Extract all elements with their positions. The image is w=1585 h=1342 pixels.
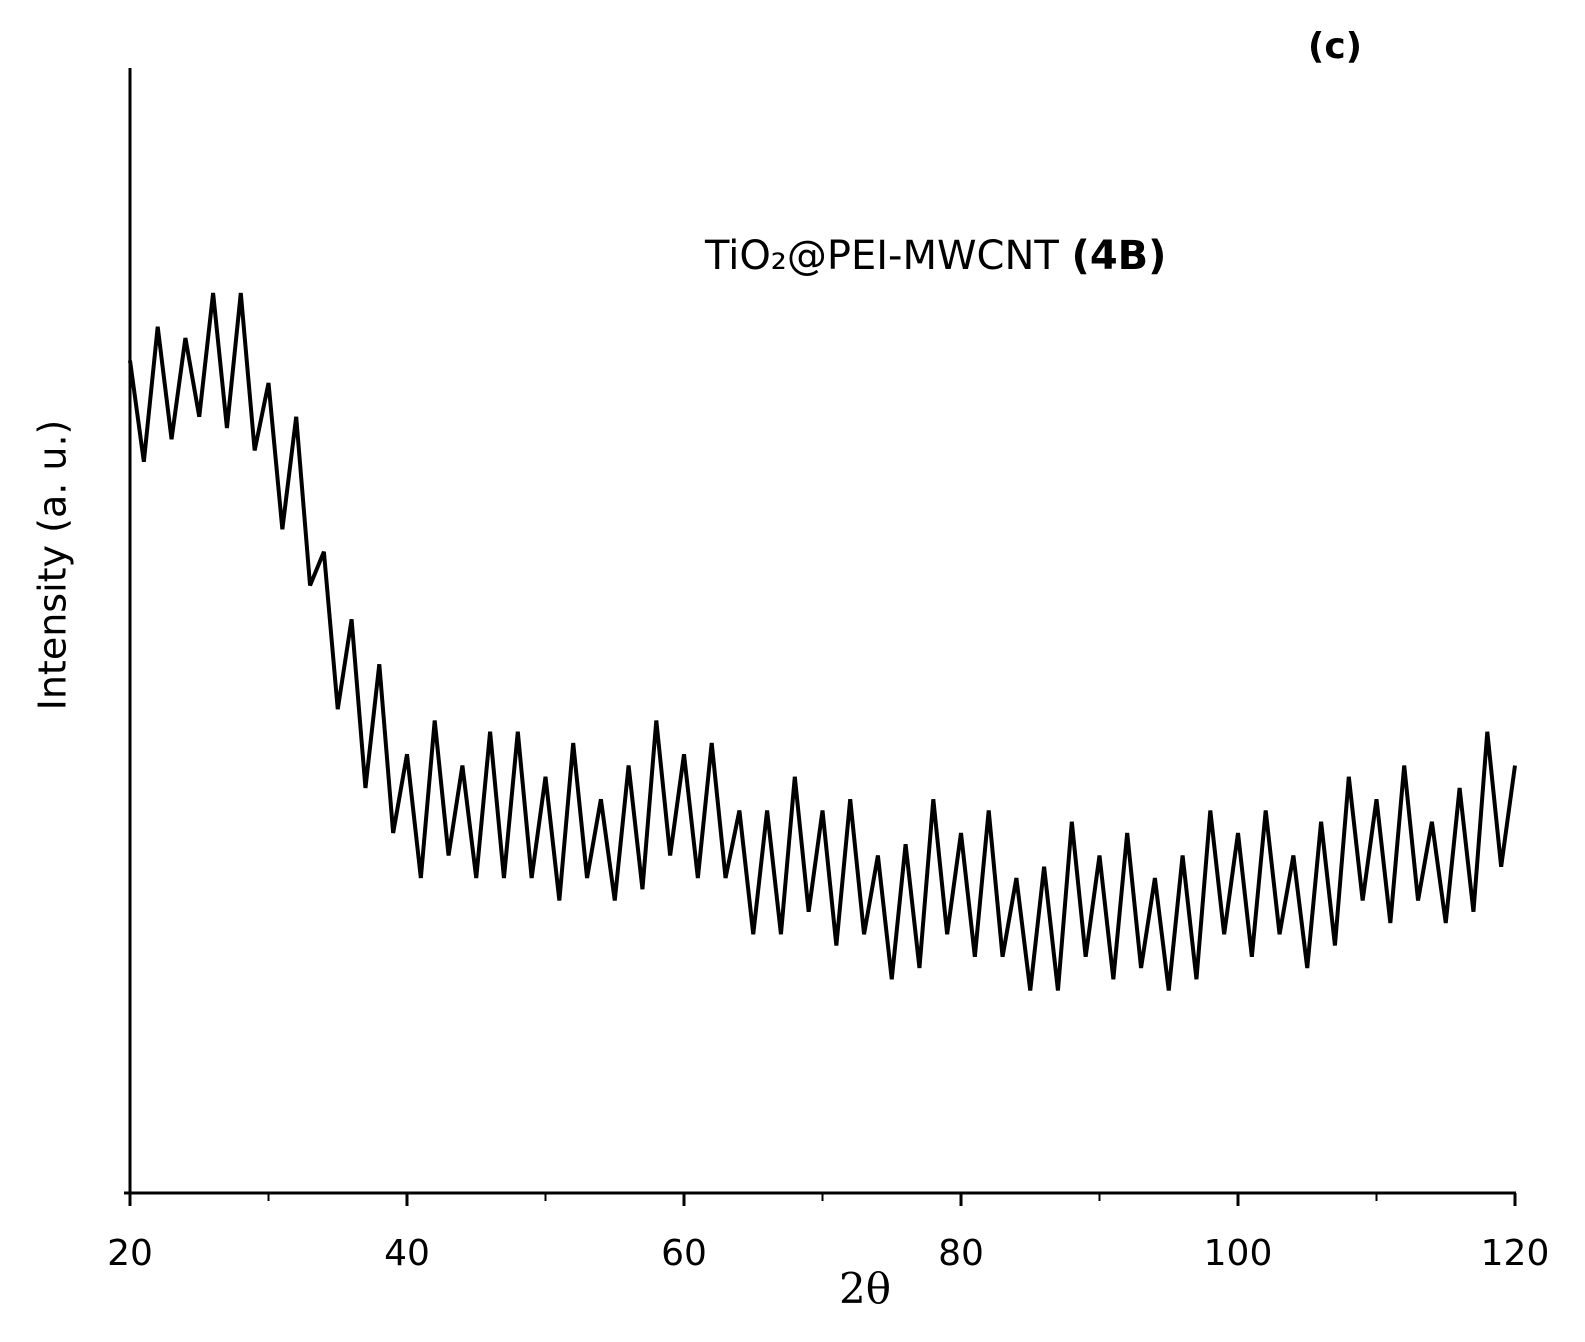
panel-label: (c) [1308,26,1362,67]
x-axis-label: 2θ [839,1264,891,1313]
sample-label: TiO₂@PEI-MWCNT (4B) [704,233,1166,279]
sample-code: (4B) [1072,233,1167,279]
x-tick-label: 120 [1481,1233,1550,1274]
x-tick-label: 60 [661,1233,707,1274]
x-tick-label: 40 [384,1233,430,1274]
data-line [128,292,1517,991]
x-tick-label: 20 [107,1233,153,1274]
x-tick-label: 80 [938,1233,984,1274]
x-tick-label: 100 [1204,1233,1273,1274]
sample-name: TiO₂@PEI-MWCNT [704,233,1059,279]
y-axis-label: Intensity (a. u.) [31,420,75,711]
